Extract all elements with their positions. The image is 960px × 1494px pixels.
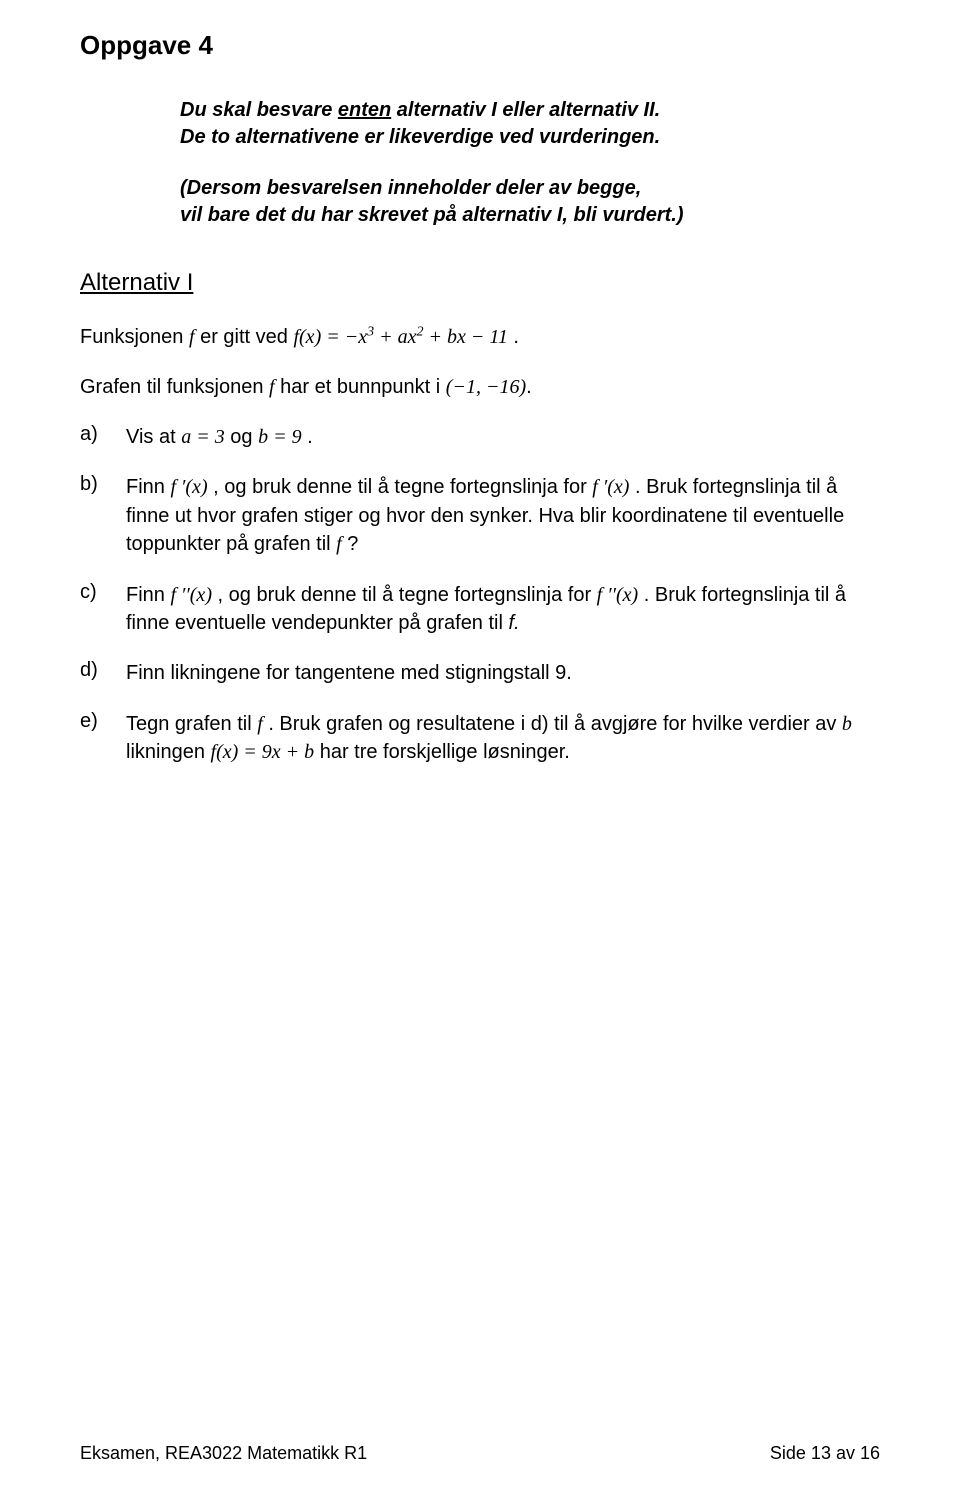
subtask-d: d) Finn likningene for tangentene med st… <box>80 659 880 687</box>
c-fpp2: f ′′(x) <box>597 584 639 606</box>
intro-paragraph-2: Grafen til funksjonen f har et bunnpunkt… <box>80 373 880 401</box>
subtask-a: a) Vis at a = 3 og b = 9 . <box>80 423 880 451</box>
p1-lhs: f(x) = <box>293 326 344 348</box>
subtask-e: e) Tegn grafen til f . Bruk grafen og re… <box>80 710 880 767</box>
instruction-line-1: Du skal besvare enten alternativ I eller… <box>180 97 820 124</box>
subtask-b: b) Finn f ′(x) , og bruk denne til å teg… <box>80 473 880 558</box>
c-t2: , og bruk denne til å tegne fortegnslinj… <box>212 584 597 606</box>
a-eq1: a = 3 <box>181 426 225 448</box>
e-t1: Tegn grafen til <box>126 713 257 735</box>
page-footer: Eksamen, REA3022 Matematikk R1 Side 13 a… <box>80 1443 880 1464</box>
instruction-line-3: (Dersom besvarelsen inneholder deler av … <box>180 175 820 202</box>
subtask-c-body: Finn f ′′(x) , og bruk denne til å tegne… <box>126 581 880 638</box>
b-t2: , og bruk denne til å tegne fortegnslinj… <box>208 476 593 498</box>
p2-pre: Grafen til funksjonen <box>80 376 269 398</box>
footer-right: Side 13 av 16 <box>770 1443 880 1464</box>
e-eq: f(x) = 9x + b <box>211 741 315 763</box>
a-end: . <box>302 426 313 448</box>
instr1-underline: enten <box>338 99 391 121</box>
subtask-c-label: c) <box>80 581 126 604</box>
alternative-heading: Alternativ I <box>80 269 880 297</box>
a-eq2: b = 9 <box>258 426 302 448</box>
e-t3: likningen <box>126 741 211 763</box>
footer-left: Eksamen, REA3022 Matematikk R1 <box>80 1443 367 1464</box>
instr1-pre: Du skal besvare <box>180 99 338 121</box>
b-fprime1: f ′(x) <box>170 476 207 498</box>
b-fprime2: f ′(x) <box>592 476 629 498</box>
a-pre: Vis at <box>126 426 181 448</box>
subtask-c: c) Finn f ′′(x) , og bruk denne til å te… <box>80 581 880 638</box>
subtask-list: a) Vis at a = 3 og b = 9 . b) Finn f ′(x… <box>80 423 880 767</box>
e-b: b <box>842 713 852 735</box>
p2-point: (−1, −16) <box>446 376 526 398</box>
p1-formula: f(x) = −x3 + ax2 + bx − 11 <box>293 326 507 348</box>
page: Oppgave 4 Du skal besvare enten alternat… <box>0 0 960 1494</box>
task-title: Oppgave 4 <box>80 30 880 61</box>
p1-end: . <box>508 326 519 348</box>
a-mid: og <box>225 426 258 448</box>
p2-end: . <box>526 376 532 398</box>
subtask-a-label: a) <box>80 423 126 446</box>
c-f: f. <box>509 612 520 634</box>
p1-mid: er gitt ved <box>195 326 294 348</box>
instruction-line-4: vil bare det du har skrevet på alternati… <box>180 202 820 229</box>
e-t4: har tre forskjellige løsninger. <box>314 741 570 763</box>
subtask-a-body: Vis at a = 3 og b = 9 . <box>126 423 880 451</box>
instruction-line-2: De to alternativene er likeverdige ved v… <box>180 124 820 151</box>
p1-pre: Funksjonen <box>80 326 189 348</box>
instructions-block: Du skal besvare enten alternativ I eller… <box>180 97 820 229</box>
intro-paragraph-1: Funksjonen f er gitt ved f(x) = −x3 + ax… <box>80 323 880 351</box>
c-fpp1: f ′′(x) <box>170 584 212 606</box>
p2-mid: har et bunnpunkt i <box>275 376 446 398</box>
subtask-e-body: Tegn grafen til f . Bruk grafen og resul… <box>126 710 880 767</box>
b-t4: ? <box>342 533 359 555</box>
subtask-b-label: b) <box>80 473 126 496</box>
e-t2: . Bruk grafen og resultatene i d) til å … <box>263 713 842 735</box>
subtask-b-body: Finn f ′(x) , og bruk denne til å tegne … <box>126 473 880 558</box>
subtask-e-label: e) <box>80 710 126 733</box>
b-t1: Finn <box>126 476 170 498</box>
c-t1: Finn <box>126 584 170 606</box>
subtask-d-body: Finn likningene for tangentene med stign… <box>126 659 880 687</box>
instr1-post: alternativ I eller alternativ II. <box>391 99 660 121</box>
subtask-d-label: d) <box>80 659 126 682</box>
